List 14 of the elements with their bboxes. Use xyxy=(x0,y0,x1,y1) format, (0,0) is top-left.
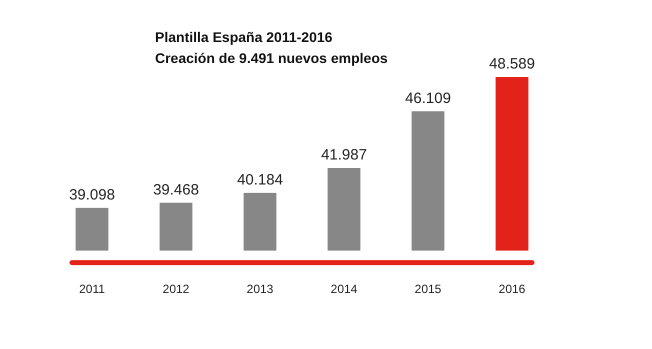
data-label: 39.468 xyxy=(153,181,199,198)
data-label: 39.098 xyxy=(69,186,115,204)
x-tick-label: 2012 xyxy=(162,282,190,296)
data-label: 48.589 xyxy=(489,56,535,73)
data-label: 46.109 xyxy=(405,90,451,107)
x-tick-label: 2016 xyxy=(498,282,526,296)
x-tick-label: 2011 xyxy=(79,282,106,296)
chart-subtitle: Creación de 9.491 nuevos empleos xyxy=(155,49,388,68)
x-tick-label: 2013 xyxy=(246,282,274,296)
x-tick-label: 2014 xyxy=(330,282,358,296)
data-label: 41.987 xyxy=(321,146,367,164)
x-tick-label: 2015 xyxy=(414,282,442,296)
chart-title: Plantilla España 2011-2016 xyxy=(155,28,334,47)
data-label: 40.184 xyxy=(237,172,283,189)
